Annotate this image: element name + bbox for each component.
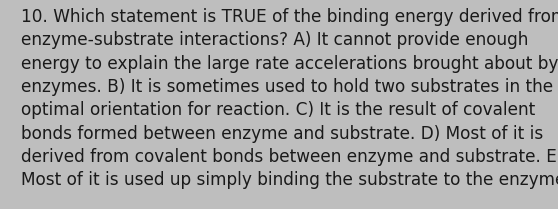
Text: 10. Which statement is TRUE of the binding energy derived from
enzyme-substrate : 10. Which statement is TRUE of the bindi…: [21, 8, 558, 189]
